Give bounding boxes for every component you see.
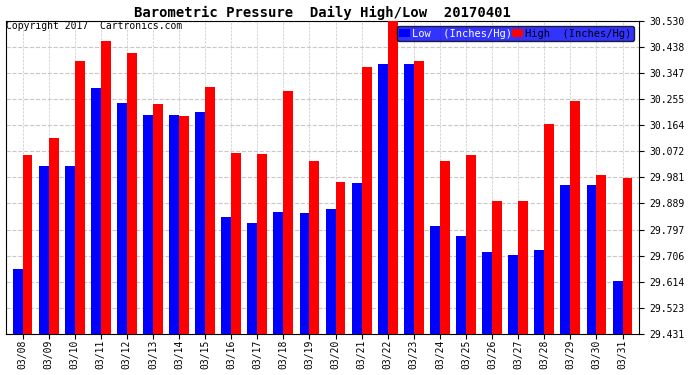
Bar	[596, 175, 607, 334]
Bar	[622, 178, 633, 334]
Bar	[23, 155, 32, 334]
Bar	[205, 87, 215, 334]
Text: Copyright 2017  Cartronics.com: Copyright 2017 Cartronics.com	[6, 21, 181, 31]
Bar	[248, 223, 257, 334]
Bar	[362, 67, 371, 334]
Bar	[39, 166, 48, 334]
Bar	[221, 217, 231, 334]
Bar	[310, 161, 319, 334]
Bar	[326, 209, 335, 334]
Bar	[284, 91, 293, 334]
Title: Barometric Pressure  Daily High/Low  20170401: Barometric Pressure Daily High/Low 20170…	[134, 6, 511, 20]
Bar	[544, 124, 554, 334]
Bar	[335, 182, 346, 334]
Bar	[613, 280, 622, 334]
Bar	[179, 116, 189, 334]
Bar	[101, 41, 110, 334]
Bar	[388, 18, 397, 334]
Bar	[430, 226, 440, 334]
Bar	[231, 153, 241, 334]
Bar	[195, 112, 205, 334]
Bar	[273, 211, 284, 334]
Bar	[414, 61, 424, 334]
Bar	[586, 184, 596, 334]
Bar	[143, 115, 153, 334]
Bar	[482, 252, 492, 334]
Bar	[257, 154, 267, 334]
Legend: Low  (Inches/Hg), High  (Inches/Hg): Low (Inches/Hg), High (Inches/Hg)	[397, 26, 634, 41]
Bar	[169, 115, 179, 334]
Bar	[560, 184, 571, 334]
Bar	[404, 64, 414, 334]
Bar	[352, 183, 362, 334]
Bar	[153, 104, 163, 334]
Bar	[299, 213, 310, 334]
Bar	[571, 102, 580, 334]
Bar	[91, 88, 101, 334]
Bar	[440, 161, 450, 334]
Bar	[12, 268, 23, 334]
Bar	[534, 250, 544, 334]
Bar	[127, 53, 137, 334]
Bar	[75, 61, 85, 334]
Bar	[117, 104, 127, 334]
Bar	[466, 155, 476, 334]
Bar	[509, 255, 518, 334]
Bar	[456, 236, 466, 334]
Bar	[378, 64, 388, 334]
Bar	[65, 166, 75, 334]
Bar	[48, 138, 59, 334]
Bar	[492, 201, 502, 334]
Bar	[518, 201, 528, 334]
